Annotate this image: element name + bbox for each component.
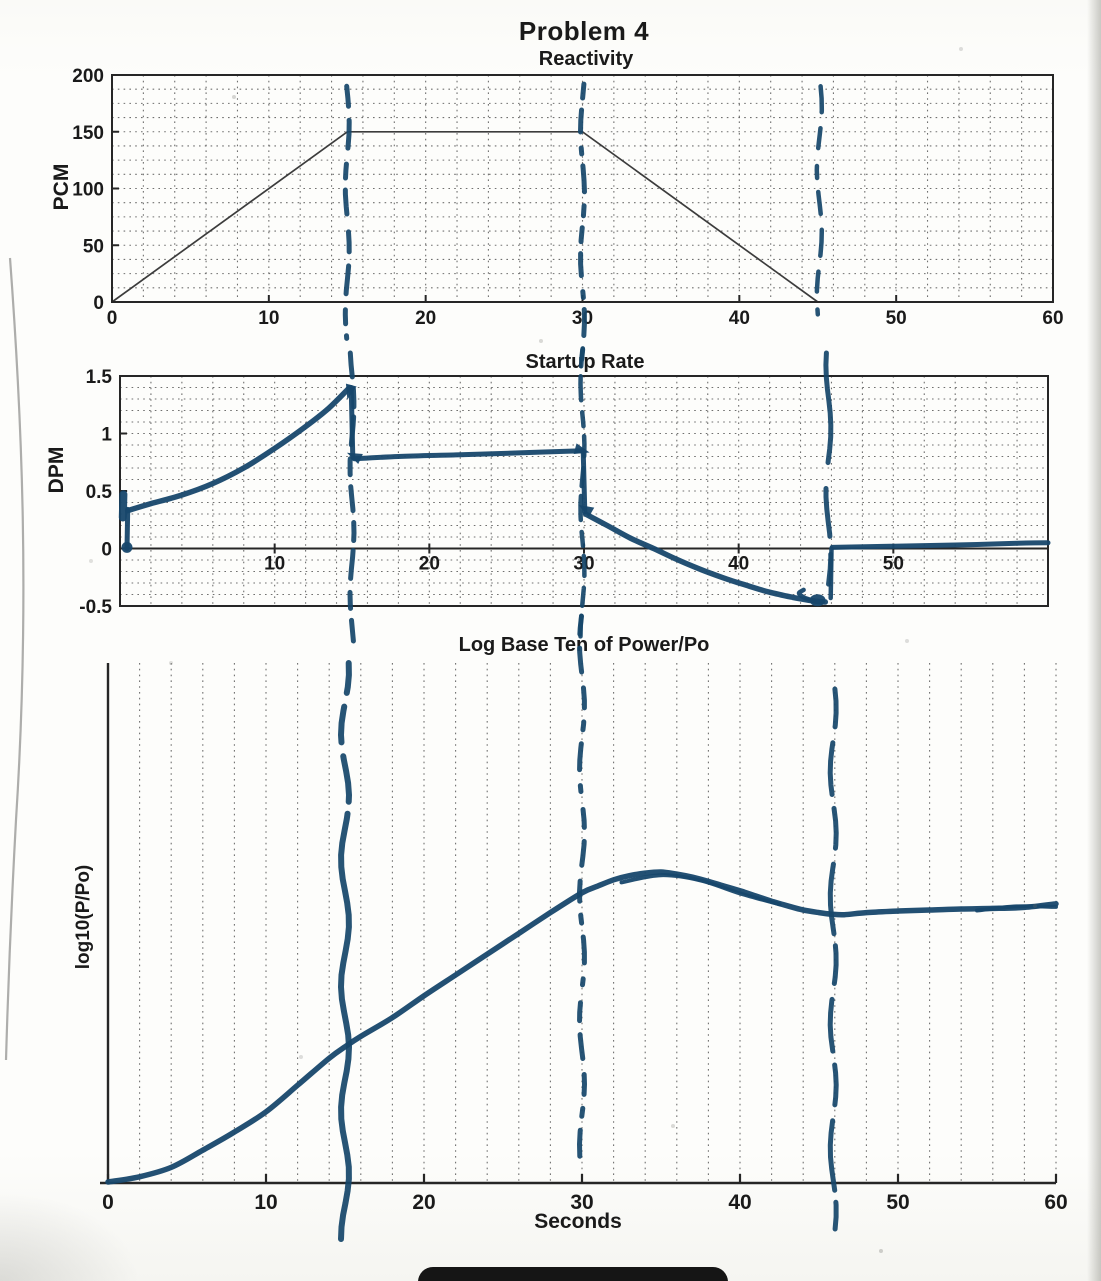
ink-arrowhead [346,452,363,465]
x-tick-label: 20 [412,1191,435,1214]
y-tick-label: 0.5 [86,482,113,503]
x-tick-label: 50 [883,554,904,575]
paper-speckles [0,0,2,2]
reactivity-title: Reactivity [538,48,634,70]
marker-vline [827,686,839,1232]
marker-vline [347,350,357,644]
overdraw-peak [619,873,782,907]
scan-crease-artifact [4,257,25,1061]
y-tick-label: 50 [83,236,104,257]
x-tick-label: 60 [1044,1191,1067,1214]
x-tick-label: 10 [254,1191,277,1214]
flat-15-30 [351,448,585,462]
x-tick-label: 40 [728,1191,751,1214]
scan-corner-shadow [0,1191,140,1281]
y-tick-label: 100 [72,180,104,201]
y-tick-label: -0.5 [79,597,112,618]
ink-blob [809,594,826,607]
x-tick-label: 0 [107,308,118,329]
rise-0-15 [124,384,353,514]
log-power-curve [105,869,1059,1185]
scan-edge-artifact [1087,0,1101,1281]
x-tick-label: 30 [570,1191,593,1214]
x-tick-label: 60 [1042,308,1063,329]
x-tick-label: 0 [102,1191,114,1214]
marker-vline [337,660,353,1242]
marker-vline [823,350,834,596]
axis-scribble [118,490,128,522]
y-tick-label: 200 [72,66,104,87]
y-tick-label: 1.5 [86,367,113,388]
ink-dot [121,541,133,553]
bottom-bar [418,1267,728,1281]
ink-arrowhead [578,504,595,518]
y-tick-label: 150 [72,123,104,144]
x-tick-label: 20 [419,554,440,575]
chart-3-group: 0 10 20 30 40 50 60 [100,613,1068,1242]
x-tick-label: 10 [258,308,279,329]
decay-30-45 [582,511,829,605]
chart-2-group: 10 20 30 40 50-0.500.511.5 [79,346,1051,644]
x-tick-label: 50 [886,1191,909,1214]
marker-vline [577,81,588,363]
y-tick-label: 0 [93,293,104,314]
log-power-title: Log Base Ten of Power/Po [458,634,710,656]
marker-vline [342,83,352,341]
y-tick-label: 0 [101,540,112,561]
x-tick-label: 40 [728,554,749,575]
seconds-axis-label: Seconds [534,1210,622,1233]
overdraw-end [975,904,1058,913]
ink-arrowhead [573,443,590,454]
ink-arrowhead [345,383,357,400]
x-tick-label: 40 [729,308,750,329]
marker-vline [576,613,588,1159]
marker-vline [578,346,587,639]
startup-rate-title: Startup Rate [525,351,645,373]
marker-vline [814,84,825,317]
page-title: Problem 4 [518,16,650,46]
tail-46-60 [829,540,1051,550]
x-tick-label: 20 [415,308,436,329]
y-tick-label: 1 [101,425,112,446]
x-tick-label: 50 [886,308,907,329]
x-tick-label: 10 [264,554,285,575]
